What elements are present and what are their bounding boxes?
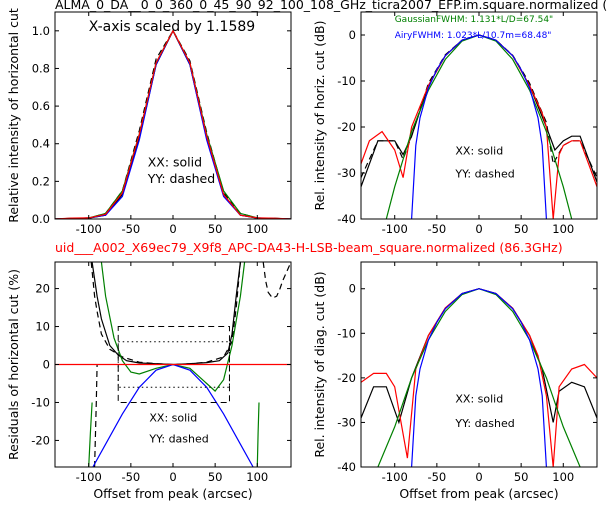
axes-frame (54, 11, 292, 220)
annotation: AiryFWHM: 1.023*L/10.7m=68.48" (395, 31, 552, 41)
annotation: XX: solid (455, 392, 503, 405)
y-tick-label: 0.0 (32, 212, 50, 226)
y-tick-label: -10 (337, 326, 356, 340)
y-tick-label: -30 (337, 166, 356, 180)
x-tick-label: 0 (169, 470, 176, 484)
plot-area (55, 29, 291, 219)
x-tick-label: -100 (76, 222, 102, 236)
y-axis-label: Rel. intensity of diag. cut (dB) (312, 271, 327, 457)
y-tick-label: -20 (337, 371, 356, 385)
annotation: XX: solid (455, 145, 503, 158)
annotation: YY: dashed (148, 432, 208, 445)
annotation: XX: solid (148, 154, 202, 169)
plot-area (361, 34, 597, 219)
series-line (385, 34, 573, 219)
x-tick-label: 0 (169, 222, 176, 236)
mid-title: uid___A002_X69ec79_X9f8_APC-DA43-H-LSB-b… (55, 240, 563, 255)
top-title: ALMA_0_DA__0_0_360_0_45_90_92_100_108_GH… (55, 0, 607, 12)
y-axis-label: Residuals of horizontal cut (%) (6, 269, 21, 460)
axes-frame (360, 261, 598, 468)
series-line (55, 29, 291, 219)
x-tick-label: -100 (382, 470, 408, 484)
y-tick-label: -10 (31, 395, 50, 409)
y-tick-label: -30 (337, 415, 356, 429)
axes-frame (360, 11, 598, 220)
series-line (411, 34, 547, 219)
y-tick-label: 10 (35, 320, 50, 334)
y-tick-label: 0 (43, 358, 50, 372)
y-tick-label: -20 (337, 120, 356, 134)
x-tick-label: -100 (382, 222, 408, 236)
residual-box-dashed (117, 326, 230, 403)
series-line (55, 29, 291, 219)
panel-top-left: -100 -50 0 50 100 0.0 0.2 0.4 0.6 0.8 1.0 Relative … (6, 8, 292, 236)
annotation: YY: dashed (454, 417, 514, 430)
y-tick-label: 0.2 (32, 174, 50, 188)
y-tick-label: -10 (337, 74, 356, 88)
series-line (377, 288, 581, 467)
series-line (94, 364, 98, 467)
y-tick-label: 0 (349, 282, 356, 296)
x-tick-label: 100 (246, 470, 268, 484)
y-tick-label: -20 (31, 433, 50, 447)
series-line (88, 402, 93, 467)
y-tick-label: -40 (337, 212, 356, 226)
y-axis-label: Rel. intensity of horiz. cut (dB) (312, 20, 327, 210)
x-axis-label: Offset from peak (arcsec) (93, 486, 252, 501)
annotation: XX: solid (149, 411, 197, 424)
y-tick-label: 1.0 (32, 24, 50, 38)
series-line (256, 402, 260, 467)
panels: -100 -50 0 50 1000.00.20.40.60.81.0Relative … (6, 8, 598, 501)
y-axis-label: Relative intensity of horizontal cut (6, 8, 21, 223)
x-tick-label: 50 (208, 470, 223, 484)
x-tick-label: 100 (246, 222, 268, 236)
annotation: YY: dashed (147, 171, 215, 186)
x-tick-label: -50 (427, 470, 446, 484)
x-tick-label: 0 (475, 470, 482, 484)
series-line (262, 262, 291, 299)
annotation: YY: dashed (454, 168, 514, 181)
series-line (361, 34, 597, 188)
x-tick-label: 50 (514, 222, 529, 236)
y-tick-label: 20 (35, 282, 50, 296)
series-line (55, 29, 291, 219)
y-tick-label: -40 (337, 460, 356, 474)
x-tick-label: 100 (552, 222, 574, 236)
x-tick-label: 0 (475, 222, 482, 236)
series-line (361, 34, 597, 219)
y-tick-label: 0 (349, 28, 356, 42)
x-tick-label: -50 (427, 222, 446, 236)
y-tick-label: 0.4 (32, 137, 50, 151)
x-tick-label: 50 (514, 470, 529, 484)
annotation: X-axis scaled by 1.1589 (89, 19, 255, 35)
plot-area (361, 288, 597, 467)
x-tick-label: 50 (208, 222, 223, 236)
y-tick-label: 0.6 (32, 99, 50, 113)
plot-area (55, 262, 291, 467)
series-line (361, 288, 597, 467)
x-tick-label: 100 (552, 470, 574, 484)
series-line (55, 29, 291, 219)
x-tick-label: -50 (121, 222, 140, 236)
series-line (55, 29, 291, 219)
series-line (91, 262, 241, 366)
series-line (411, 288, 547, 467)
y-tick-label: 0.8 (32, 61, 50, 75)
x-tick-label: -100 (76, 470, 102, 484)
x-axis-label: Offset from peak (arcsec) (399, 486, 558, 501)
annotation: GaussianFWHM: 1.131*L/D=67.54" (395, 15, 553, 25)
x-tick-label: -50 (121, 470, 140, 484)
residual-box-dotted (117, 341, 230, 388)
